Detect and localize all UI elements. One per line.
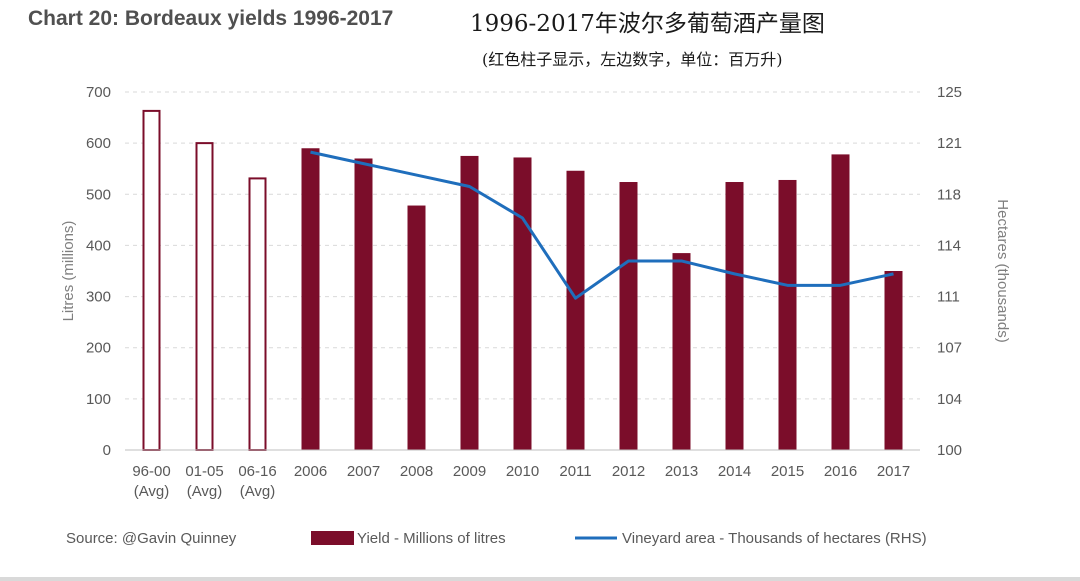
y2-tick-label: 100	[937, 442, 962, 459]
yield-bar	[354, 158, 373, 450]
y2-tick-label: 111	[937, 289, 960, 306]
yield-bar	[831, 154, 850, 450]
y-tick-label: 300	[86, 289, 111, 306]
x-tick-label: 96-00 (Avg)	[132, 463, 170, 500]
x-tick-label: 01-05 (Avg)	[185, 463, 223, 500]
bottom-divider	[0, 577, 1080, 581]
yield-bar	[248, 177, 267, 451]
yield-bar	[725, 182, 744, 451]
yield-bar	[301, 148, 320, 450]
legend-bar-swatch	[311, 531, 354, 545]
x-tick-label: 2016	[824, 463, 857, 480]
vineyard-area-polyline	[310, 150, 894, 300]
legend-line-label: Vineyard area - Thousands of hectares (R…	[622, 530, 927, 547]
y2-tick-label: 125	[937, 84, 962, 101]
source-note: Source: @Gavin Quinney	[66, 530, 237, 547]
yield-bar	[142, 109, 161, 452]
y-tick-label: 200	[86, 340, 111, 357]
yield-bar	[195, 142, 214, 451]
yield-bar	[407, 205, 426, 450]
x-tick-label: 2006	[294, 463, 327, 480]
left-axis-ticks: 0 100 200 300 400 500 600 700	[86, 84, 111, 459]
yield-bar	[619, 182, 638, 451]
x-tick-label: 2009	[453, 463, 486, 480]
x-tick-label: 2017	[877, 463, 910, 480]
x-tick-label: 06-16 (Avg)	[238, 463, 276, 500]
y-tick-label: 700	[86, 84, 111, 101]
x-tick-label: 2008	[400, 463, 433, 480]
chinese-title: 1996-2017年波尔多葡萄酒产量图	[470, 11, 825, 37]
yield-bar	[513, 157, 532, 450]
legend: Yield - Millions of litres Vineyard area…	[311, 530, 927, 547]
legend-bar-label: Yield - Millions of litres	[357, 530, 506, 547]
x-axis-ticks: 96-00 (Avg) 01-05 (Avg) 06-16 (Avg) 2006 2007 20…	[132, 463, 910, 500]
x-tick-label: 2015	[771, 463, 804, 480]
x-tick-label: 2011	[559, 463, 591, 480]
x-tick-label: 2013	[665, 463, 698, 480]
y-tick-label: 500	[86, 186, 111, 203]
right-axis-ticks: 100 104 107 111 114 118 121 125	[937, 84, 962, 459]
yield-bar	[566, 170, 585, 450]
y2-tick-label: 104	[937, 391, 962, 408]
right-axis-title: Hectares (thousands)	[994, 199, 1011, 342]
x-tick-label: 2012	[612, 463, 645, 480]
y-tick-label: 0	[103, 442, 111, 459]
yield-bars	[142, 109, 903, 452]
y-tick-label: 400	[86, 237, 111, 254]
chart-title: Chart 20: Bordeaux yields 1996-2017	[28, 7, 394, 30]
left-axis-title: Litres (millions)	[60, 221, 77, 322]
vineyard-area-line	[310, 150, 894, 300]
y2-tick-label: 118	[937, 186, 961, 203]
x-tick-label: 2007	[347, 463, 380, 480]
yield-bar	[778, 179, 797, 451]
y2-tick-label: 121	[937, 135, 962, 152]
x-tick-label: 2014	[718, 463, 751, 480]
chinese-subtitle: (红色柱子显示，左边数字，单位：百万升)	[482, 50, 783, 69]
yield-bar	[672, 253, 691, 450]
yield-bar	[460, 155, 479, 450]
yield-bar	[884, 271, 903, 450]
x-tick-label: 2010	[506, 463, 539, 480]
y2-tick-label: 114	[937, 237, 961, 254]
y-tick-label: 100	[86, 391, 111, 408]
y2-tick-label: 107	[937, 340, 962, 357]
y-tick-label: 600	[86, 135, 111, 152]
